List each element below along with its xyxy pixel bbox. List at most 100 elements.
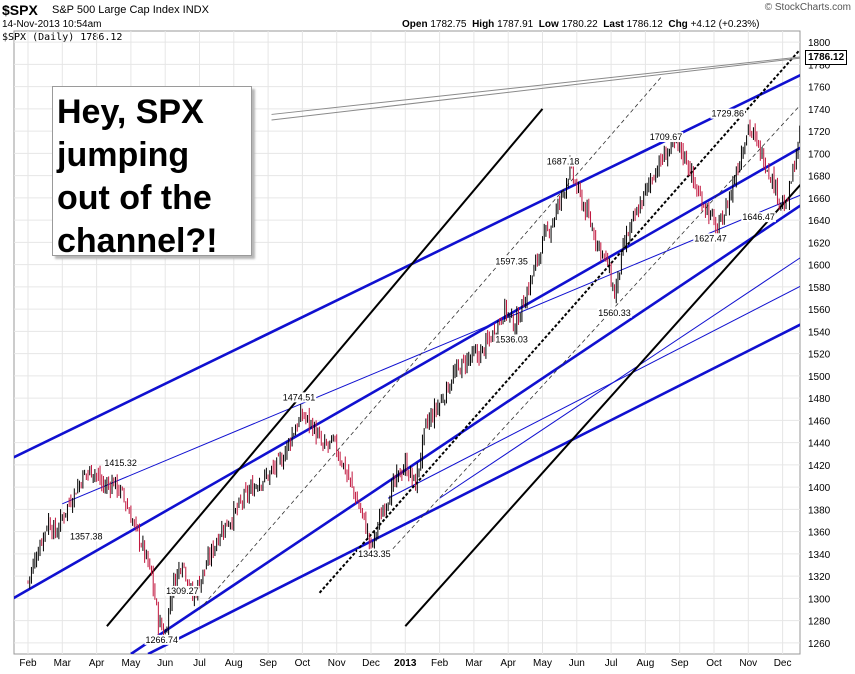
price-label: 1357.38 bbox=[70, 531, 103, 541]
last-value: 1786.12 bbox=[626, 19, 663, 30]
y-tick-label: 1540 bbox=[808, 327, 831, 338]
trendline-gray bbox=[271, 56, 800, 115]
x-tick-label: Dec bbox=[362, 658, 380, 669]
y-tick-label: 1520 bbox=[808, 350, 831, 361]
x-tick-label: Jun bbox=[157, 658, 173, 669]
y-tick-label: 1680 bbox=[808, 172, 831, 183]
price-label: 1474.51 bbox=[283, 392, 316, 402]
plot-frame bbox=[13, 30, 801, 655]
price-label: 1309.27 bbox=[166, 586, 199, 596]
price-label-bg bbox=[494, 334, 529, 345]
y-tick-label: 1640 bbox=[808, 216, 831, 227]
price-label: 1709.67 bbox=[650, 132, 683, 142]
annotation-box: Hey, SPX jumping out of the channel?! bbox=[52, 86, 252, 260]
y-tick-label: 1620 bbox=[808, 238, 831, 249]
open-value: 1782.75 bbox=[430, 19, 467, 30]
x-tick-label: Sep bbox=[259, 658, 277, 669]
trendline-thick-blue bbox=[130, 204, 800, 654]
x-tick-label: May bbox=[533, 658, 552, 669]
price-label-bg bbox=[69, 531, 104, 542]
x-tick-label: Sep bbox=[671, 658, 689, 669]
x-tick-label: May bbox=[121, 658, 140, 669]
y-tick-label: 1320 bbox=[808, 572, 831, 583]
x-tick-label: Jul bbox=[193, 658, 206, 669]
y-tick-label: 1760 bbox=[808, 83, 831, 94]
symbol-label: $SPX bbox=[2, 2, 38, 18]
x-tick-label: Nov bbox=[739, 658, 757, 669]
chart-datetime: 14-Nov-2013 10:54am bbox=[2, 19, 102, 30]
price-label: 1687.18 bbox=[547, 157, 580, 167]
x-tick-label: Jul bbox=[605, 658, 618, 669]
candles bbox=[27, 119, 800, 637]
x-tick-label: Apr bbox=[500, 658, 516, 669]
x-tick-label: Feb bbox=[19, 658, 37, 669]
x-tick-label: Mar bbox=[54, 658, 72, 669]
price-label: 1627.47 bbox=[694, 233, 727, 243]
x-tick-label: Mar bbox=[465, 658, 483, 669]
price-label-bg bbox=[494, 256, 529, 267]
y-tick-label: 1600 bbox=[808, 261, 831, 272]
price-label: 1646.47 bbox=[742, 212, 775, 222]
y-tick-label: 1380 bbox=[808, 505, 831, 516]
x-tick-label: Apr bbox=[89, 658, 105, 669]
price-label-bg bbox=[103, 457, 138, 468]
price-label: 1560.33 bbox=[598, 308, 631, 318]
last-label: Last bbox=[603, 19, 624, 30]
high-label: High bbox=[472, 19, 495, 30]
y-tick-label: 1260 bbox=[808, 639, 831, 650]
price-label-bg bbox=[648, 132, 684, 143]
price-label: 1729.86 bbox=[711, 109, 744, 119]
price-label-bg bbox=[597, 307, 632, 318]
x-tick-label: Oct bbox=[295, 658, 311, 669]
quote-summary: Open 1782.75 High 1787.91 Low 1780.22 La… bbox=[402, 19, 760, 30]
price-label-bg bbox=[357, 549, 392, 560]
price-label: 1266.74 bbox=[145, 635, 178, 645]
low-label: Low bbox=[538, 19, 559, 30]
price-label-bg bbox=[281, 392, 317, 403]
x-tick-label: Feb bbox=[431, 658, 449, 669]
symbol-description: S&P 500 Large Cap Index INDX bbox=[52, 4, 209, 16]
price-label-bg bbox=[693, 233, 728, 244]
x-tick-label: Nov bbox=[328, 658, 346, 669]
trendline-dashed-thin bbox=[387, 104, 800, 555]
trendline-dashed-black bbox=[318, 49, 800, 594]
y-tick-label: 1500 bbox=[808, 372, 831, 383]
y-tick-label: 1580 bbox=[808, 283, 831, 294]
price-label: 1343.35 bbox=[358, 549, 391, 559]
high-value: 1787.91 bbox=[497, 19, 534, 30]
y-tick-label: 1560 bbox=[808, 305, 831, 316]
y-axis: 1260 1280 1300 1320 1340 1360 1380 1400 1420 1440… bbox=[808, 38, 831, 650]
x-tick-label: Jun bbox=[569, 658, 585, 669]
y-tick-label: 1700 bbox=[808, 149, 831, 160]
trendlines bbox=[14, 49, 800, 654]
y-tick-label: 1420 bbox=[808, 461, 831, 472]
price-labels: 1357.38 1415.32 1266.74 1309.27 1474.51 1343.… bbox=[69, 108, 776, 645]
x-tick-label: Oct bbox=[706, 658, 722, 669]
y-tick-label: 1720 bbox=[808, 127, 831, 138]
y-tick-label: 1340 bbox=[808, 550, 831, 561]
price-label-bg bbox=[741, 212, 776, 223]
y-tick-label: 1480 bbox=[808, 394, 831, 405]
y-tick-label: 1280 bbox=[808, 617, 831, 628]
trendline-thin-blue bbox=[62, 194, 800, 505]
y-tick-label: 1660 bbox=[808, 194, 831, 205]
x-tick-label: Dec bbox=[774, 658, 792, 669]
y-tick-label: 1740 bbox=[808, 105, 831, 116]
x-tick-label: Aug bbox=[637, 658, 655, 669]
price-label: 1536.03 bbox=[495, 335, 528, 345]
y-tick-label: 1780 bbox=[808, 60, 831, 71]
price-label-bg bbox=[165, 585, 200, 596]
open-label: Open bbox=[402, 19, 428, 30]
trendline-gray bbox=[271, 57, 800, 121]
y-tick-label: 1300 bbox=[808, 594, 831, 605]
chg-value: +4.12 (+0.23%) bbox=[690, 19, 760, 30]
price-label-bg bbox=[545, 156, 581, 167]
price-label: 1415.32 bbox=[104, 458, 137, 468]
last-price-badge: 1786.12 bbox=[805, 49, 848, 65]
y-tick-label: 1400 bbox=[808, 483, 831, 494]
y-tick-label: 1440 bbox=[808, 439, 831, 450]
annotation-text: Hey, SPX jumping out of the channel?! bbox=[57, 93, 218, 260]
stockcharts-brand: © StockCharts.com bbox=[764, 2, 851, 13]
price-label-bg bbox=[144, 634, 180, 645]
